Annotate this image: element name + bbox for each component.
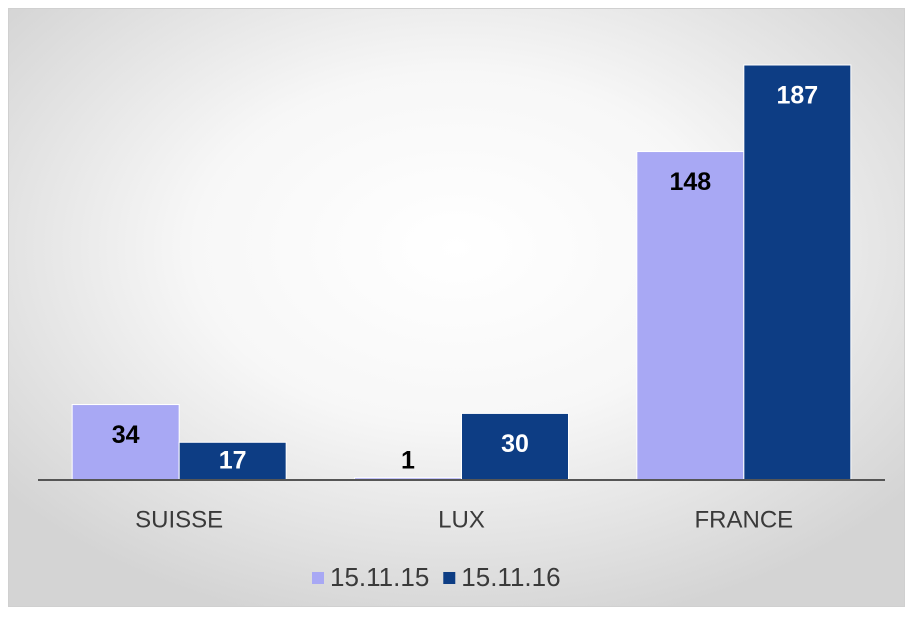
x-tick-label: FRANCE bbox=[694, 506, 793, 533]
legend-swatch bbox=[443, 572, 456, 584]
data-label: 1 bbox=[401, 447, 415, 475]
bar bbox=[71, 404, 180, 481]
bar bbox=[743, 64, 852, 481]
data-label: 17 bbox=[219, 447, 247, 475]
x-tick-label: SUISSE bbox=[135, 506, 223, 533]
bar bbox=[178, 441, 287, 481]
data-label: 30 bbox=[501, 430, 529, 458]
legend-label: 15.11.16 bbox=[461, 562, 560, 592]
bar bbox=[636, 151, 745, 481]
data-label: 148 bbox=[669, 168, 711, 196]
x-tick-label: LUX bbox=[438, 506, 485, 533]
legend-label: 15.11.15 bbox=[330, 562, 429, 592]
legend-swatch bbox=[312, 572, 324, 584]
data-label: 34 bbox=[112, 421, 140, 449]
data-label: 187 bbox=[776, 82, 818, 110]
bar bbox=[461, 412, 569, 481]
